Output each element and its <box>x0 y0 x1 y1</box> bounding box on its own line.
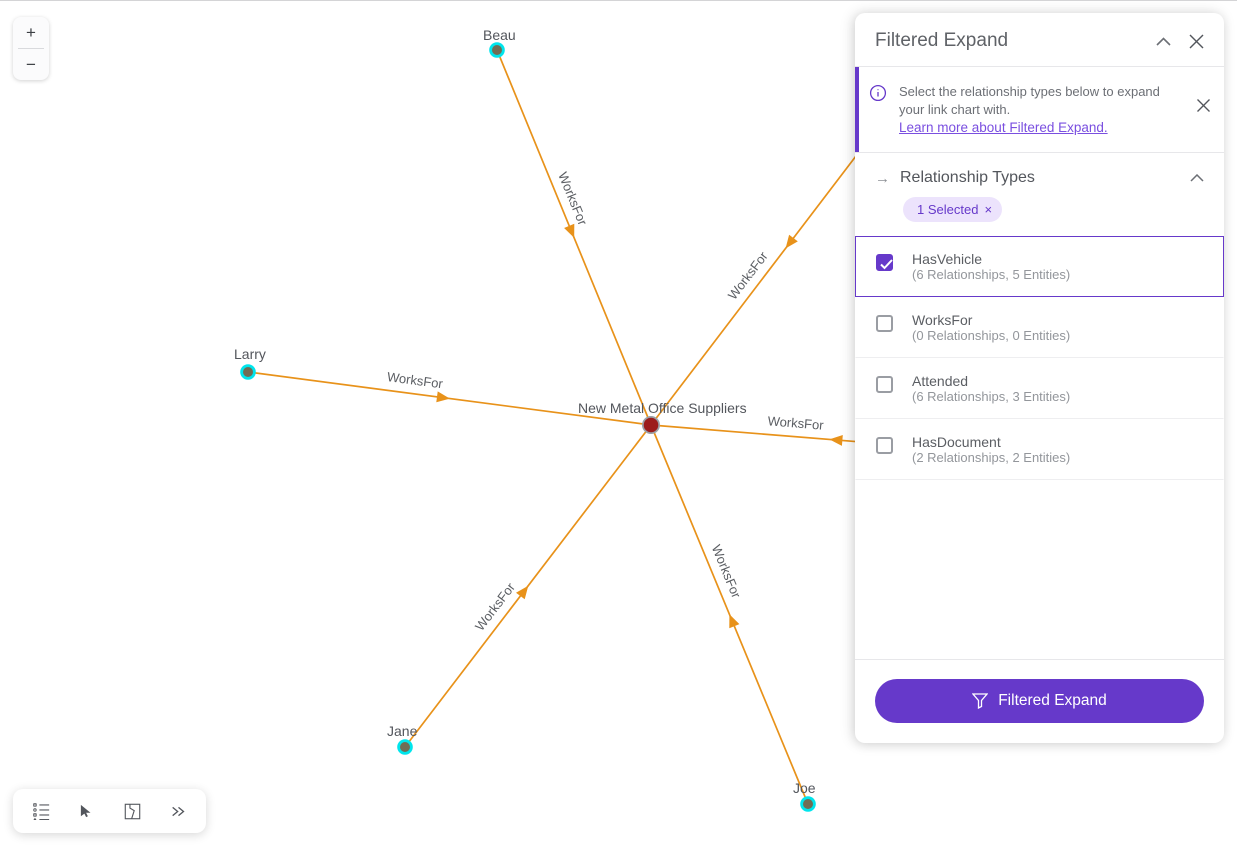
svg-text:Jane: Jane <box>387 723 418 739</box>
svg-text:New Metal Office Suppliers: New Metal Office Suppliers <box>578 400 747 416</box>
svg-text:Beau: Beau <box>483 27 516 43</box>
svg-text:WorksFor: WorksFor <box>555 170 590 228</box>
svg-text:WorksFor: WorksFor <box>767 413 825 433</box>
svg-text:Joe: Joe <box>793 780 816 796</box>
svg-text:Larry: Larry <box>234 346 266 362</box>
svg-text:WorksFor: WorksFor <box>386 369 444 391</box>
svg-text:WorksFor: WorksFor <box>709 543 745 601</box>
